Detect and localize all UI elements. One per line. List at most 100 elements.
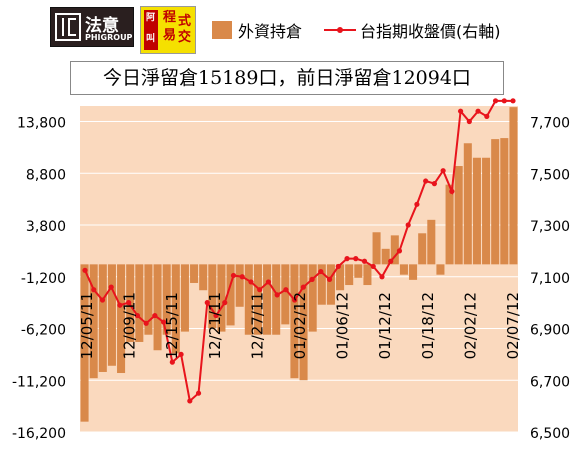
bar-series (80, 107, 518, 422)
legend-line-label: 台指期收盤價(右軸) (360, 22, 501, 41)
legend-bar-swatch (212, 21, 232, 39)
x-tick-label: 02/07/12 (504, 292, 522, 359)
line-point (492, 98, 499, 104)
bar (390, 235, 399, 265)
line-point (484, 113, 490, 119)
bar (290, 264, 299, 379)
x-tick-label: 12/15/11 (163, 292, 181, 359)
bar (180, 264, 189, 332)
left-axis: -16,200 -11,200 -6,200 -1,200 3,800 8,800 13,8… (12, 116, 66, 442)
trading-logo-side-1: 阿 (146, 13, 156, 23)
line-point (82, 267, 88, 273)
line-point (396, 248, 403, 254)
bar (244, 264, 253, 335)
bar (235, 264, 244, 307)
bar (117, 264, 126, 374)
line-point (152, 312, 158, 319)
bar (372, 232, 381, 265)
x-tick-label: 01/18/12 (419, 292, 437, 359)
line-point (335, 263, 341, 270)
line-series (82, 98, 516, 404)
line-point (204, 300, 210, 306)
line-point (388, 258, 394, 264)
line-point (178, 351, 184, 357)
line-point (440, 168, 446, 174)
trading-logo-redbar (144, 10, 158, 50)
right-tick-label: 7,300 (530, 219, 570, 235)
right-axis: 6,500 6,700 6,900 7,100 7,300 7,500 7,700 (530, 116, 570, 442)
plot-area (80, 106, 518, 432)
bar (463, 143, 472, 265)
bar (472, 157, 481, 265)
line-point (222, 300, 228, 306)
phigroup-logo: 法意 PHIGROUP (50, 7, 134, 47)
line-point (431, 181, 437, 187)
line-point (353, 256, 359, 262)
bar (336, 264, 345, 291)
trading-logo-char-1: 程 (163, 10, 177, 25)
bar (199, 264, 208, 291)
bar (354, 264, 363, 278)
x-tick-label: 01/06/12 (334, 292, 352, 359)
x-tick-label: 02/02/12 (461, 292, 479, 359)
line-point (99, 297, 106, 303)
bar (436, 264, 445, 275)
line-point (213, 312, 219, 319)
line-point (274, 292, 280, 298)
bar (153, 264, 162, 351)
right-tick-label: 6,500 (530, 426, 570, 442)
right-tick-label: 6,900 (530, 323, 570, 339)
line-point (326, 276, 333, 282)
left-tick-label: -16,200 (12, 426, 66, 442)
bar (381, 248, 390, 265)
bar (217, 264, 226, 332)
line-point (405, 222, 411, 228)
trading-logo-char-4: 易 (163, 28, 177, 43)
bar (171, 264, 180, 354)
bar (345, 264, 354, 286)
line-point (361, 258, 368, 264)
line-point (134, 312, 141, 319)
line-point (195, 390, 202, 396)
line-point (143, 320, 149, 326)
headline: 今日淨留倉15189口，前日淨留倉12094口 (70, 61, 504, 95)
legend-bar-label: 外資持倉 (238, 22, 303, 41)
line-point (239, 274, 245, 280)
bar (89, 264, 98, 379)
line-point (292, 297, 298, 303)
line-point (423, 178, 429, 184)
bar (208, 264, 217, 329)
right-tick-label: 6,700 (530, 374, 570, 390)
line-point (283, 287, 289, 293)
line-point (108, 284, 114, 290)
bar (445, 184, 454, 265)
legend-line-marker (337, 27, 343, 33)
line-point (449, 188, 455, 194)
phigroup-logo-text: 法意 (85, 16, 119, 36)
trading-logo-char-2: 式 (178, 14, 192, 29)
left-tick-label: 3,800 (26, 219, 66, 235)
phigroup-logo-subtext: PHIGROUP (85, 33, 133, 42)
bar (454, 166, 463, 265)
line-point (169, 359, 175, 365)
bar (226, 264, 235, 326)
line-point (117, 302, 123, 308)
line-point (265, 279, 272, 285)
line-point (457, 108, 464, 114)
bar (317, 264, 326, 305)
bar (135, 264, 144, 342)
phigroup-logo-mark (55, 13, 81, 41)
line-point (257, 287, 263, 293)
bar (427, 219, 436, 265)
x-tick-label: 12/27/11 (248, 292, 266, 359)
trading-logo-char-3: 交 (178, 30, 192, 45)
line-point (318, 268, 324, 275)
line-point (300, 284, 306, 290)
left-tick-label: 13,800 (17, 116, 66, 132)
bar (162, 264, 171, 335)
line-point (91, 287, 97, 293)
line-point (309, 276, 315, 282)
bar (500, 138, 509, 265)
x-axis: 12/05/11 12/09/11 12/15/11 12/21/11 12/27/11… (78, 292, 522, 359)
